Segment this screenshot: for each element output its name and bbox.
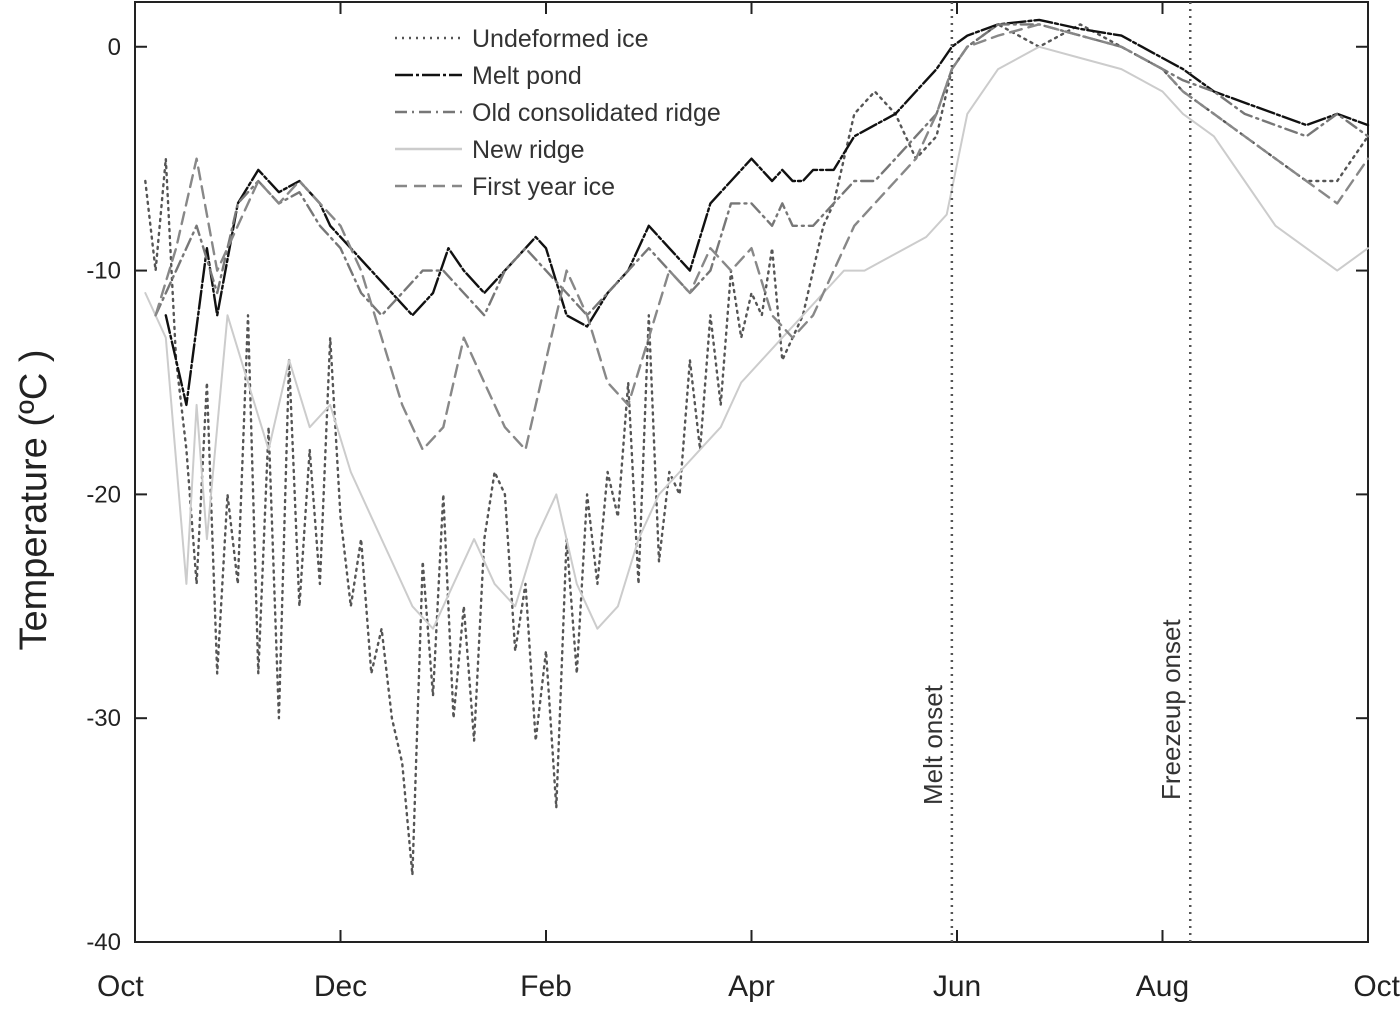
x-tick-label: Jun: [933, 970, 981, 1003]
y-tick-label: -40: [86, 929, 121, 956]
series-line-2: [154, 23, 1370, 317]
annotation-label-1: Freezeup onset: [1156, 619, 1186, 800]
series-line-1: [164, 18, 1370, 407]
annotation-layer: Melt onset Freezeup onset: [918, 2, 1192, 942]
series-layer: [144, 18, 1370, 877]
legend: Undeformed ice Melt pond Old consolidated …: [395, 25, 721, 201]
y-tick-label: -10: [86, 258, 121, 285]
series-line-4: [154, 23, 1370, 451]
legend-entry-1: Melt pond: [472, 62, 582, 90]
x-tick-label: Oct: [1353, 970, 1400, 1003]
legend-entry-2: Old consolidated ridge: [472, 99, 721, 127]
y-tick-label: -20: [86, 481, 121, 508]
plot-frame: [134, 1, 1369, 943]
legend-entry-0: Undeformed ice: [472, 25, 648, 53]
series-line-0: [144, 23, 1370, 877]
series-line-3: [144, 45, 1369, 630]
x-tick-label: Oct: [97, 970, 144, 1003]
ticks-layer: Oct Dec Feb Apr Jun Aug Oct 0 -10 -20 -30 -40: [86, 2, 1400, 1003]
x-tick-label: Dec: [314, 970, 367, 1003]
x-tick-label: Aug: [1136, 970, 1189, 1003]
y-axis-label: Temperature (ºC ): [13, 349, 55, 650]
x-tick-label: Apr: [728, 970, 775, 1003]
x-tick-label: Feb: [520, 970, 572, 1003]
legend-entry-4: First year ice: [472, 173, 615, 201]
annotation-label-0: Melt onset: [918, 684, 948, 805]
y-tick-label: 0: [108, 34, 121, 61]
legend-entry-3: New ridge: [472, 136, 585, 164]
y-tick-label: -30: [86, 705, 121, 732]
